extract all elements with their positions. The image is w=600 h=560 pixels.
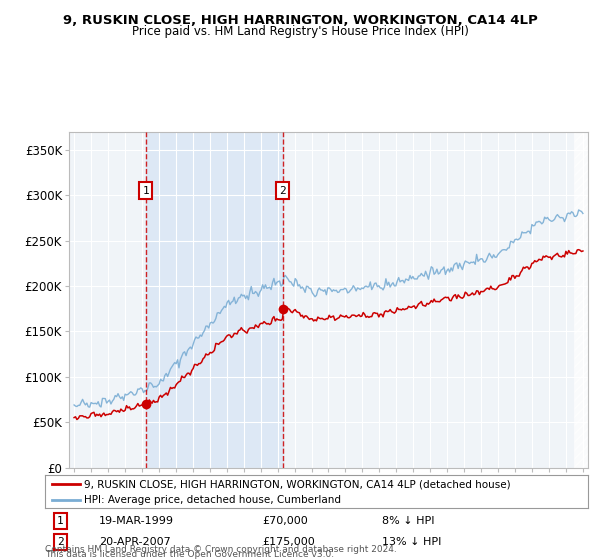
Text: £70,000: £70,000: [262, 516, 308, 526]
Text: 1: 1: [142, 185, 149, 195]
Text: 9, RUSKIN CLOSE, HIGH HARRINGTON, WORKINGTON, CA14 4LP: 9, RUSKIN CLOSE, HIGH HARRINGTON, WORKIN…: [62, 14, 538, 27]
Text: This data is licensed under the Open Government Licence v3.0.: This data is licensed under the Open Gov…: [45, 550, 334, 559]
Text: 19-MAR-1999: 19-MAR-1999: [100, 516, 175, 526]
Text: 2: 2: [57, 537, 64, 547]
Text: 13% ↓ HPI: 13% ↓ HPI: [382, 537, 441, 547]
Text: 2: 2: [280, 185, 286, 195]
Text: 8% ↓ HPI: 8% ↓ HPI: [382, 516, 434, 526]
Bar: [574, 132, 588, 468]
Text: HPI: Average price, detached house, Cumberland: HPI: Average price, detached house, Cumb…: [84, 495, 341, 505]
Text: £175,000: £175,000: [262, 537, 315, 547]
Bar: [146, 132, 283, 468]
Text: 9, RUSKIN CLOSE, HIGH HARRINGTON, WORKINGTON, CA14 4LP (detached house): 9, RUSKIN CLOSE, HIGH HARRINGTON, WORKIN…: [84, 479, 511, 489]
Text: 1: 1: [57, 516, 64, 526]
Text: Price paid vs. HM Land Registry's House Price Index (HPI): Price paid vs. HM Land Registry's House …: [131, 25, 469, 38]
Text: Contains HM Land Registry data © Crown copyright and database right 2024.: Contains HM Land Registry data © Crown c…: [45, 545, 397, 554]
Text: 20-APR-2007: 20-APR-2007: [100, 537, 171, 547]
